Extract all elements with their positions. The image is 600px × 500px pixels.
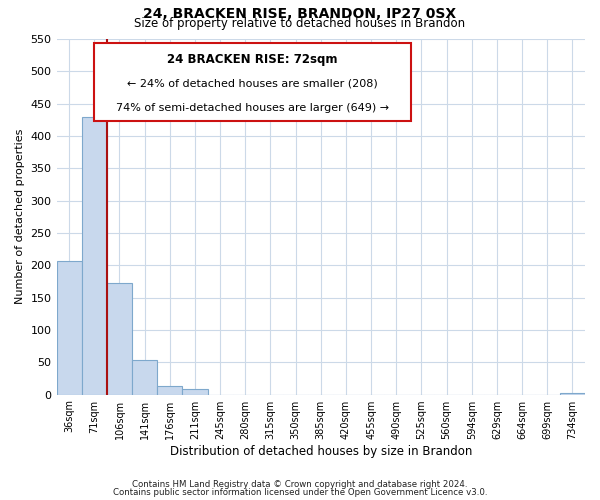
Bar <box>182 389 208 394</box>
Bar <box>132 360 157 394</box>
Text: 24 BRACKEN RISE: 72sqm: 24 BRACKEN RISE: 72sqm <box>167 53 337 66</box>
Text: 74% of semi-detached houses are larger (649) →: 74% of semi-detached houses are larger (… <box>116 103 389 113</box>
Bar <box>157 386 182 394</box>
Y-axis label: Number of detached properties: Number of detached properties <box>15 129 25 304</box>
Bar <box>56 261 82 394</box>
X-axis label: Distribution of detached houses by size in Brandon: Distribution of detached houses by size … <box>170 444 472 458</box>
Bar <box>107 284 132 395</box>
Text: ← 24% of detached houses are smaller (208): ← 24% of detached houses are smaller (20… <box>127 78 377 88</box>
Bar <box>82 116 107 394</box>
Text: Contains public sector information licensed under the Open Government Licence v3: Contains public sector information licen… <box>113 488 487 497</box>
Text: Contains HM Land Registry data © Crown copyright and database right 2024.: Contains HM Land Registry data © Crown c… <box>132 480 468 489</box>
FancyBboxPatch shape <box>94 42 410 121</box>
Text: Size of property relative to detached houses in Brandon: Size of property relative to detached ho… <box>134 16 466 30</box>
Text: 24, BRACKEN RISE, BRANDON, IP27 0SX: 24, BRACKEN RISE, BRANDON, IP27 0SX <box>143 8 457 22</box>
Bar <box>560 392 585 394</box>
